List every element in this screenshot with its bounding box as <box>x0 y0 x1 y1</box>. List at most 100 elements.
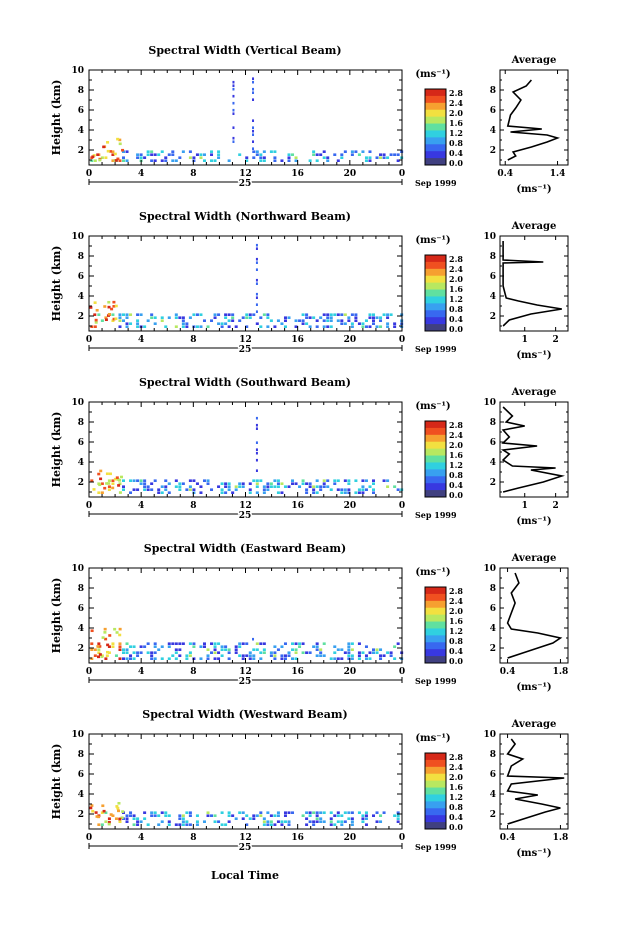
colorbar-tick-label: 0.4 <box>449 314 463 324</box>
data-cell <box>375 325 379 328</box>
data-cell <box>308 820 312 823</box>
data-cell <box>294 482 298 485</box>
data-cell <box>379 316 383 319</box>
data-cell <box>113 627 117 631</box>
data-cell <box>287 485 291 488</box>
data-cell <box>375 811 379 814</box>
x-tick-label: 20 <box>344 833 357 843</box>
data-cell <box>121 810 125 813</box>
colorbar-frame <box>424 586 447 664</box>
colorbar-swatch <box>425 448 446 456</box>
data-cell <box>224 322 228 325</box>
data-cell <box>347 316 351 319</box>
data-cell <box>262 156 266 159</box>
colorbar-swatch <box>425 261 446 270</box>
data-cell <box>382 811 386 814</box>
data-cell <box>188 156 192 159</box>
data-cell <box>326 316 330 319</box>
average-title: Average <box>511 221 557 232</box>
average-frame <box>499 733 569 830</box>
data-cell <box>361 817 365 820</box>
data-cell <box>171 150 175 153</box>
data-cell <box>347 488 351 491</box>
data-cell <box>361 814 365 817</box>
data-cell <box>110 307 114 311</box>
data-cell <box>238 482 242 485</box>
data-cell <box>146 823 150 826</box>
data-cell <box>389 654 393 657</box>
data-cell <box>386 479 390 482</box>
colorbar-swatch <box>425 324 446 332</box>
data-cell <box>217 322 221 325</box>
data-cell <box>150 488 154 491</box>
data-cell <box>185 811 189 814</box>
data-cell <box>217 820 221 823</box>
data-cell <box>118 482 122 485</box>
data-cell <box>273 654 277 657</box>
x-tick-label: 0 <box>399 501 405 511</box>
colorbar-unit: (ms⁻¹) <box>415 567 450 578</box>
data-cell <box>312 820 316 823</box>
data-cell <box>248 316 252 319</box>
colorbar-swatch <box>425 421 446 429</box>
data-cell <box>322 150 326 153</box>
data-cell <box>269 482 273 485</box>
data-cell <box>326 485 330 488</box>
data-cell <box>174 648 178 651</box>
data-cell <box>336 657 340 660</box>
data-cell <box>113 477 117 481</box>
data-cell <box>146 319 150 322</box>
data-cell <box>248 817 252 820</box>
colorbar-tick-label: 1.6 <box>449 284 463 294</box>
data-cell <box>178 814 182 817</box>
data-cell <box>181 325 185 328</box>
data-cell <box>276 482 280 485</box>
data-cell <box>150 150 154 153</box>
data-cell <box>319 316 323 319</box>
data-cell <box>379 654 383 657</box>
data-cell <box>336 319 340 322</box>
data-cell <box>150 316 154 319</box>
data-cell <box>118 325 122 328</box>
data-cell <box>357 488 361 491</box>
data-cell <box>269 814 273 817</box>
data-cell <box>336 820 340 823</box>
data-cell <box>125 651 129 654</box>
data-cell <box>108 634 112 637</box>
data-cell <box>118 648 122 651</box>
data-cell <box>178 654 182 657</box>
average-x-tick-label: 0.4 <box>500 667 516 677</box>
data-cell <box>312 150 316 153</box>
colorbar-tick-label: 1.2 <box>449 626 463 636</box>
x-tick-label: 12 <box>239 169 252 179</box>
data-cell <box>273 645 277 648</box>
y-axis-label: Height (km) <box>50 744 63 820</box>
data-cell <box>121 657 125 660</box>
data-cell <box>262 159 266 162</box>
data-cell <box>232 126 235 129</box>
data-cell <box>266 811 270 814</box>
data-cell <box>107 488 111 491</box>
data-cell <box>125 316 129 319</box>
data-cell <box>118 633 122 637</box>
data-cell <box>283 820 287 823</box>
data-cell <box>336 159 340 162</box>
data-cell <box>150 313 154 316</box>
data-cell <box>136 313 140 316</box>
data-cell <box>111 150 115 153</box>
data-cell <box>199 645 203 648</box>
data-cell <box>315 153 319 156</box>
data-cell <box>347 817 351 820</box>
colorbar-tick-label: 0.0 <box>449 158 463 168</box>
data-cell <box>259 479 263 482</box>
data-cell <box>213 316 217 319</box>
data-cell <box>255 416 258 420</box>
data-cell <box>167 823 171 826</box>
data-cell <box>181 322 185 325</box>
data-cell <box>294 156 298 159</box>
data-cell <box>301 479 305 482</box>
average-x-tick-label: 1 <box>522 335 528 345</box>
data-cell <box>106 643 110 647</box>
data-cell <box>269 823 273 826</box>
y-tick-label: 4 <box>78 458 84 468</box>
